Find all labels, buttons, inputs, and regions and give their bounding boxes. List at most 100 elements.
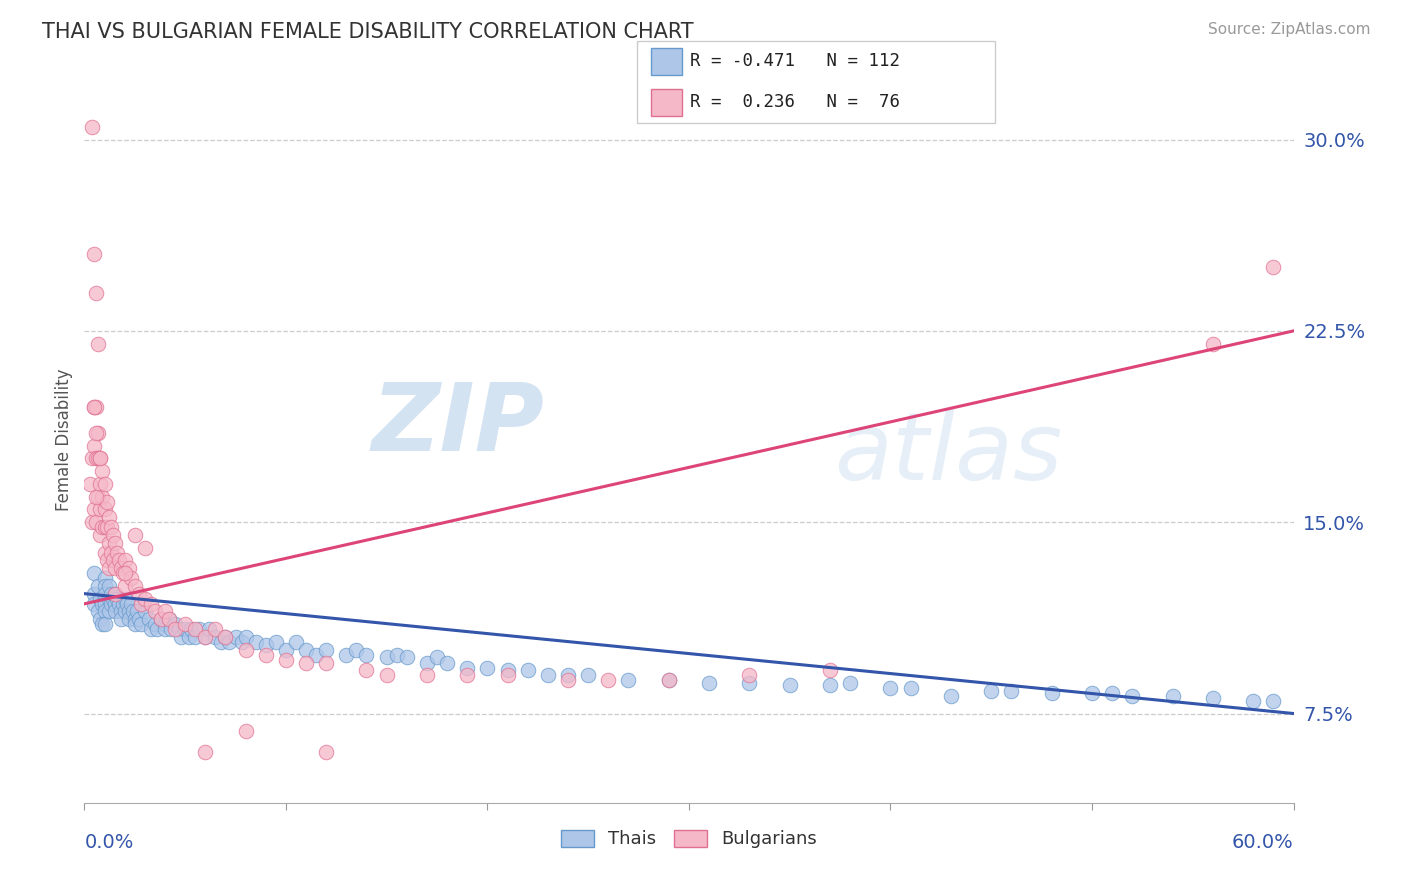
Point [356,648,378,662]
Point [496,668,519,682]
Point [143,605,166,619]
Point [86,451,108,466]
Point [97,605,120,619]
Point [124,579,146,593]
Point [188,623,211,637]
Point [104,605,127,619]
Point [82,451,104,466]
Point [104,597,127,611]
Point [87,579,110,593]
Point [231,635,253,649]
Point [89,591,111,606]
Point [97,535,120,549]
Point [179,630,201,644]
Point [139,597,162,611]
Point [93,546,115,560]
Point [115,597,138,611]
Point [134,605,156,619]
Point [245,635,267,649]
Point [184,623,207,637]
Point [114,553,136,567]
Point [214,630,236,644]
Point [160,623,183,637]
Point [93,477,115,491]
Point [118,605,141,619]
Point [1081,686,1104,700]
Point [83,401,105,415]
Point [89,451,111,466]
Point [167,623,190,637]
Point [87,336,110,351]
Text: ZIP: ZIP [371,379,544,471]
Point [818,678,841,692]
Point [111,566,134,581]
Point [83,597,105,611]
Point [97,561,120,575]
Point [129,617,152,632]
Point [375,668,398,682]
Point [89,528,111,542]
Point [346,642,368,657]
Point [315,642,337,657]
Point [91,464,114,478]
Point [93,502,115,516]
Point [1241,694,1264,708]
Point [426,650,449,665]
Point [87,490,110,504]
Point [1202,691,1225,706]
Point [111,597,134,611]
Point [125,605,148,619]
Point [274,642,297,657]
Point [225,630,247,644]
Text: 60.0%: 60.0% [1232,833,1294,853]
Point [456,660,478,674]
Point [537,668,560,682]
Point [1263,260,1285,274]
Point [416,656,439,670]
Point [87,425,110,440]
Point [1000,683,1022,698]
Point [180,623,202,637]
Point [335,648,357,662]
Point [1040,686,1063,700]
Point [97,510,120,524]
Point [89,477,111,491]
Point [557,668,579,682]
Point [170,630,193,644]
Point [83,566,105,581]
Point [121,605,143,619]
Point [93,520,115,534]
Point [477,660,499,674]
Point [209,635,232,649]
Point [96,520,118,534]
Point [100,597,122,611]
Point [83,401,105,415]
Point [129,597,152,611]
Point [101,528,124,542]
Point [980,683,1002,698]
Point [134,591,156,606]
Point [93,571,115,585]
Point [124,617,146,632]
Point [157,612,180,626]
Point [83,247,105,261]
Point [110,605,132,619]
Point [1121,689,1143,703]
Point [93,597,115,611]
Point [118,561,141,575]
Point [879,681,901,695]
Point [87,605,110,619]
Point [89,612,111,626]
Point [124,528,146,542]
Point [110,612,132,626]
Point [204,630,226,644]
Point [104,535,127,549]
Point [101,591,124,606]
Point [617,673,640,688]
Point [93,605,115,619]
Point [194,630,217,644]
Point [110,561,132,575]
Point [143,617,166,632]
Point [779,678,801,692]
Point [120,571,142,585]
